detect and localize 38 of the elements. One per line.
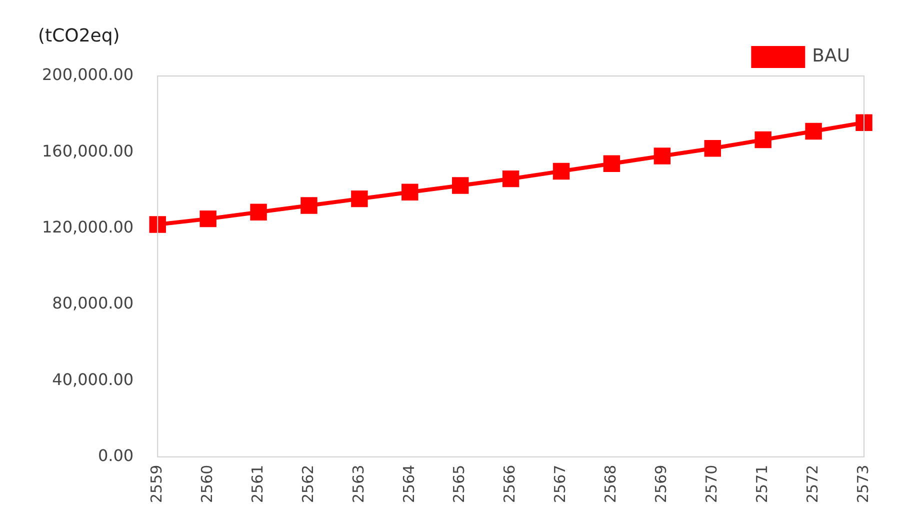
x-tick-label: 2570	[702, 464, 721, 504]
legend-label: BAU	[812, 46, 850, 67]
x-tick-label: 2568	[602, 464, 620, 504]
y-tick-label: 40,000.00	[52, 370, 134, 389]
y-tick-label: 0.00	[98, 446, 134, 465]
x-tick-label: 2559	[148, 464, 166, 504]
point	[805, 122, 822, 140]
x-tick-label: 2572	[803, 464, 822, 504]
x-tick-label: 2562	[298, 464, 317, 504]
point	[300, 197, 318, 214]
point	[351, 190, 368, 208]
point	[654, 148, 671, 164]
x-tick-label: 2561	[248, 464, 266, 504]
point	[502, 170, 520, 188]
point	[149, 216, 166, 233]
x-tick-label: 2563	[349, 464, 368, 504]
x-tick-label: 2571	[752, 464, 771, 504]
point	[200, 210, 216, 228]
x-tick-label: 2564	[400, 464, 418, 504]
point	[552, 162, 570, 180]
point	[856, 114, 872, 132]
x-tick-label: 2569	[652, 464, 670, 504]
x-tick-label: 2567	[551, 464, 570, 504]
point	[754, 131, 772, 148]
x-tick-label: 2573	[854, 464, 872, 504]
y-tick-label: 200,000.00	[42, 65, 134, 84]
y-tick-label: 80,000.00	[52, 294, 134, 313]
point	[402, 184, 418, 201]
point	[704, 140, 721, 157]
point	[250, 204, 267, 221]
y-tick-label: 160,000.00	[42, 141, 134, 160]
y-tick-label: 120,000.00	[42, 217, 134, 236]
x-tick-label: 2560	[198, 464, 216, 504]
x-tick-label: 2565	[450, 464, 468, 504]
point	[452, 177, 469, 194]
x-tick-label: 2566	[500, 464, 519, 504]
point	[603, 155, 620, 172]
y-axis-title: (tCO2eq)	[38, 26, 120, 47]
